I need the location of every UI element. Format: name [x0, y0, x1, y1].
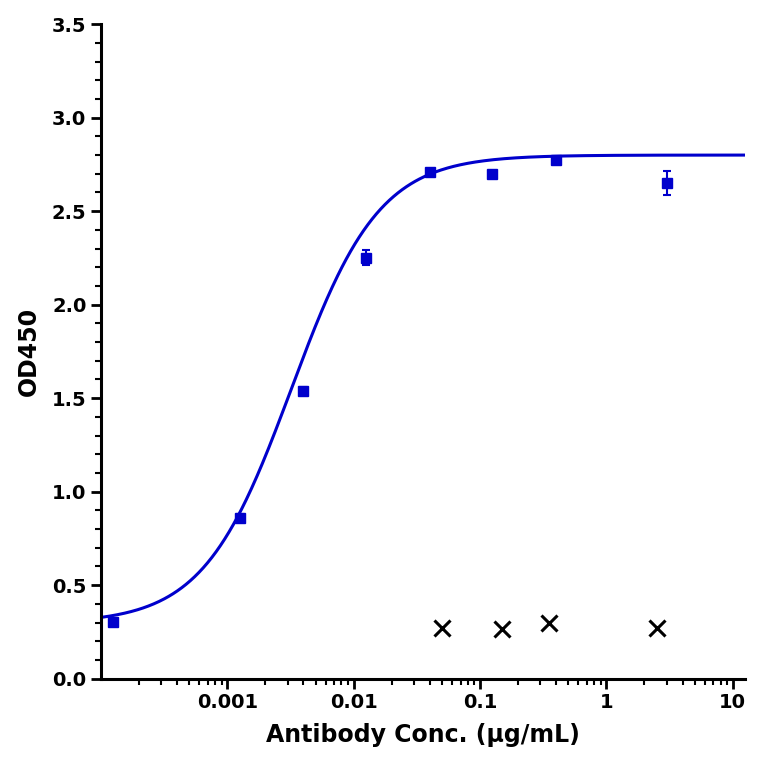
- Y-axis label: OD450: OD450: [17, 307, 40, 396]
- X-axis label: Antibody Conc. (μg/mL): Antibody Conc. (μg/mL): [267, 724, 580, 747]
